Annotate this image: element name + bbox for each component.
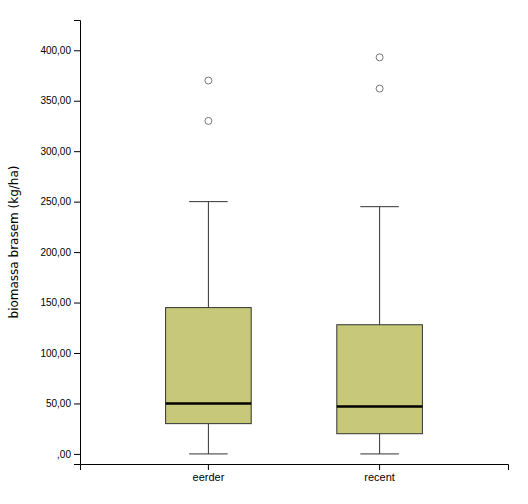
- x-tick: recent: [364, 464, 395, 483]
- y-tick-mark: [74, 202, 80, 203]
- whisker: [379, 434, 380, 454]
- y-axis-title: biomassa brasem (kg/ha): [7, 166, 21, 319]
- whisker-cap: [189, 201, 228, 202]
- chart: ,00 50,00 100,00 150,00 200,00 250,00 300,00 35…: [0, 0, 528, 504]
- outlier: [205, 117, 212, 124]
- y-tick: 300,00: [40, 146, 80, 157]
- whisker: [208, 424, 209, 454]
- outlier: [376, 85, 383, 92]
- x-axis: eerder recent: [81, 464, 509, 483]
- y-axis: ,00 50,00 100,00 150,00 200,00 250,00 300,00 35…: [40, 21, 80, 465]
- median: [166, 402, 252, 405]
- x-axis-line: [81, 465, 509, 471]
- x-tick-label: recent: [364, 471, 395, 483]
- y-tick: ,00: [57, 449, 80, 460]
- box-group: [166, 77, 252, 454]
- y-tick-label: 300,00: [40, 146, 71, 157]
- y-tick-label: ,00: [57, 449, 71, 460]
- y-tick-mark: [74, 353, 80, 354]
- whisker: [208, 202, 209, 308]
- y-tick: 200,00: [40, 247, 80, 258]
- x-tick-mark: [379, 464, 380, 470]
- y-tick-mark: [74, 151, 80, 152]
- y-tick-label: 400,00: [40, 45, 71, 56]
- y-tick-label: 50,00: [46, 398, 71, 409]
- x-tick-label: eerder: [193, 471, 225, 483]
- outlier: [376, 54, 383, 61]
- box-group: [337, 54, 423, 454]
- whisker-cap: [189, 453, 228, 454]
- y-tick-label: 150,00: [40, 297, 71, 308]
- y-tick-mark: [74, 403, 80, 404]
- y-axis-line: [74, 21, 81, 465]
- y-tick: 100,00: [40, 348, 80, 359]
- box: [337, 325, 423, 434]
- y-tick-label: 250,00: [40, 196, 71, 207]
- y-tick-mark: [74, 303, 80, 304]
- y-tick: 150,00: [40, 297, 80, 308]
- y-tick: 350,00: [40, 95, 80, 106]
- y-tick: 400,00: [40, 45, 80, 56]
- whisker-cap: [360, 453, 399, 454]
- x-tick-mark: [208, 464, 209, 470]
- y-tick: 250,00: [40, 196, 80, 207]
- median: [337, 405, 423, 408]
- y-tick-mark: [74, 50, 80, 51]
- y-tick-label: 100,00: [40, 348, 71, 359]
- x-tick: eerder: [193, 464, 225, 483]
- y-tick-mark: [74, 252, 80, 253]
- y-tick-mark: [74, 454, 80, 455]
- whisker: [379, 207, 380, 325]
- outlier: [205, 77, 212, 84]
- y-tick-mark: [74, 101, 80, 102]
- y-tick: 50,00: [46, 398, 80, 409]
- y-tick-label: 200,00: [40, 247, 71, 258]
- plot-area: [166, 54, 423, 454]
- y-tick-label: 350,00: [40, 95, 71, 106]
- whisker-cap: [360, 206, 399, 207]
- box: [166, 308, 252, 424]
